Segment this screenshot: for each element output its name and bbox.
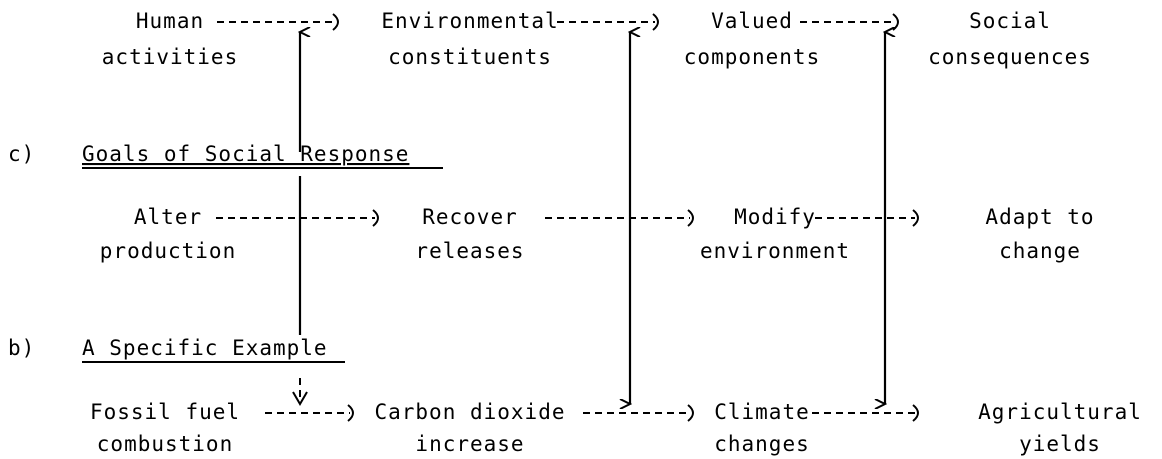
- node-line: change: [999, 239, 1081, 263]
- node-line: Agricultural: [978, 400, 1142, 424]
- node-line: environment: [700, 239, 850, 263]
- vertical-arrows: [292, 32, 885, 404]
- node-line: changes: [714, 432, 810, 456]
- dashed-arrows: [216, 13, 919, 422]
- node-line: consequences: [928, 45, 1092, 69]
- node-line: Valued: [711, 9, 793, 33]
- node-line: yields: [1019, 432, 1101, 456]
- node-line: Environmental: [381, 9, 558, 33]
- heading-title: A Specific Example: [82, 336, 328, 360]
- node-line: Human: [136, 9, 204, 33]
- node-line: combustion: [97, 432, 233, 456]
- node-line: Fossil fuel: [90, 400, 240, 424]
- node-line: Modify: [734, 205, 816, 229]
- node-line: increase: [415, 432, 524, 456]
- node-line: activities: [102, 45, 238, 69]
- node-line: constituents: [388, 45, 552, 69]
- node-line: Adapt to: [985, 205, 1094, 229]
- node-line: components: [684, 45, 820, 69]
- heading-title: Goals of Social Response: [82, 142, 409, 166]
- heading-letter: c): [8, 142, 35, 166]
- node-line: production: [100, 239, 236, 263]
- node-line: Climate: [714, 400, 810, 424]
- node-line: releases: [415, 239, 524, 263]
- node-line: Carbon dioxide: [374, 400, 565, 424]
- node-line: Alter: [134, 205, 202, 229]
- node-line: Social: [969, 9, 1051, 33]
- heading-letter: b): [8, 336, 35, 360]
- node-line: Recover: [422, 205, 518, 229]
